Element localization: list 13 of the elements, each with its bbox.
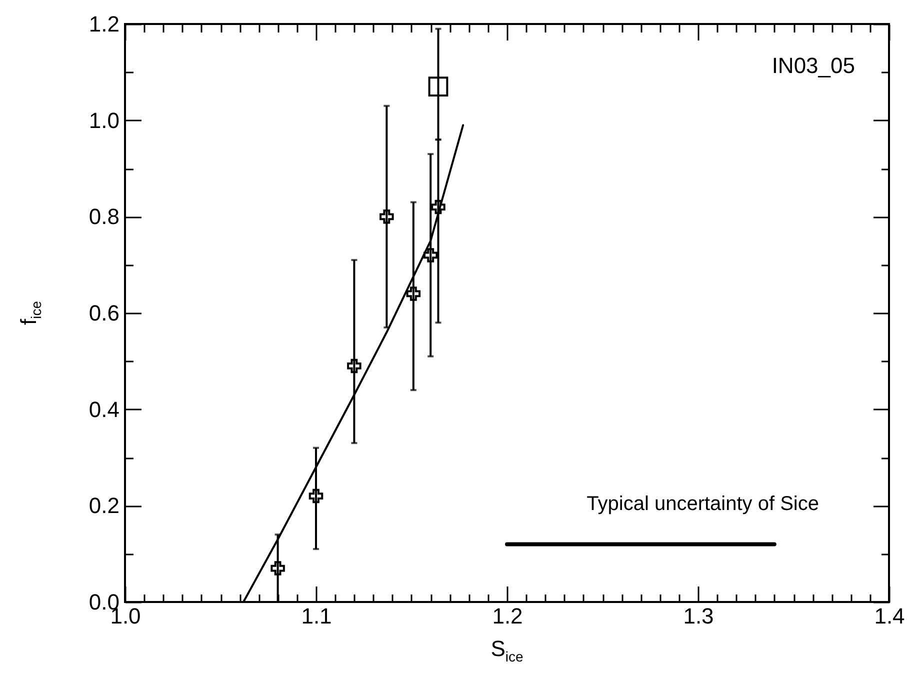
annotation: Typical uncertainty of Sice <box>586 493 819 515</box>
x-tick-label: 1.1 <box>301 604 332 628</box>
y-tick-label: 0.4 <box>88 396 120 422</box>
y-tick-label: 0.6 <box>88 300 120 326</box>
x-axis-title: S$_{ice}$ <box>490 636 524 664</box>
x-tick-label: 1.2 <box>492 604 523 628</box>
y-tick-label: 1.0 <box>88 108 120 133</box>
y-tick-label: 0.2 <box>88 493 120 518</box>
annotation: IN03_05 <box>772 53 855 78</box>
x-tick-label: 1.3 <box>683 604 714 628</box>
y-tick-label: 1.2 <box>88 12 120 36</box>
y-tick-label: 0.8 <box>88 204 120 230</box>
x-tick-label: 1.4 <box>874 604 905 628</box>
